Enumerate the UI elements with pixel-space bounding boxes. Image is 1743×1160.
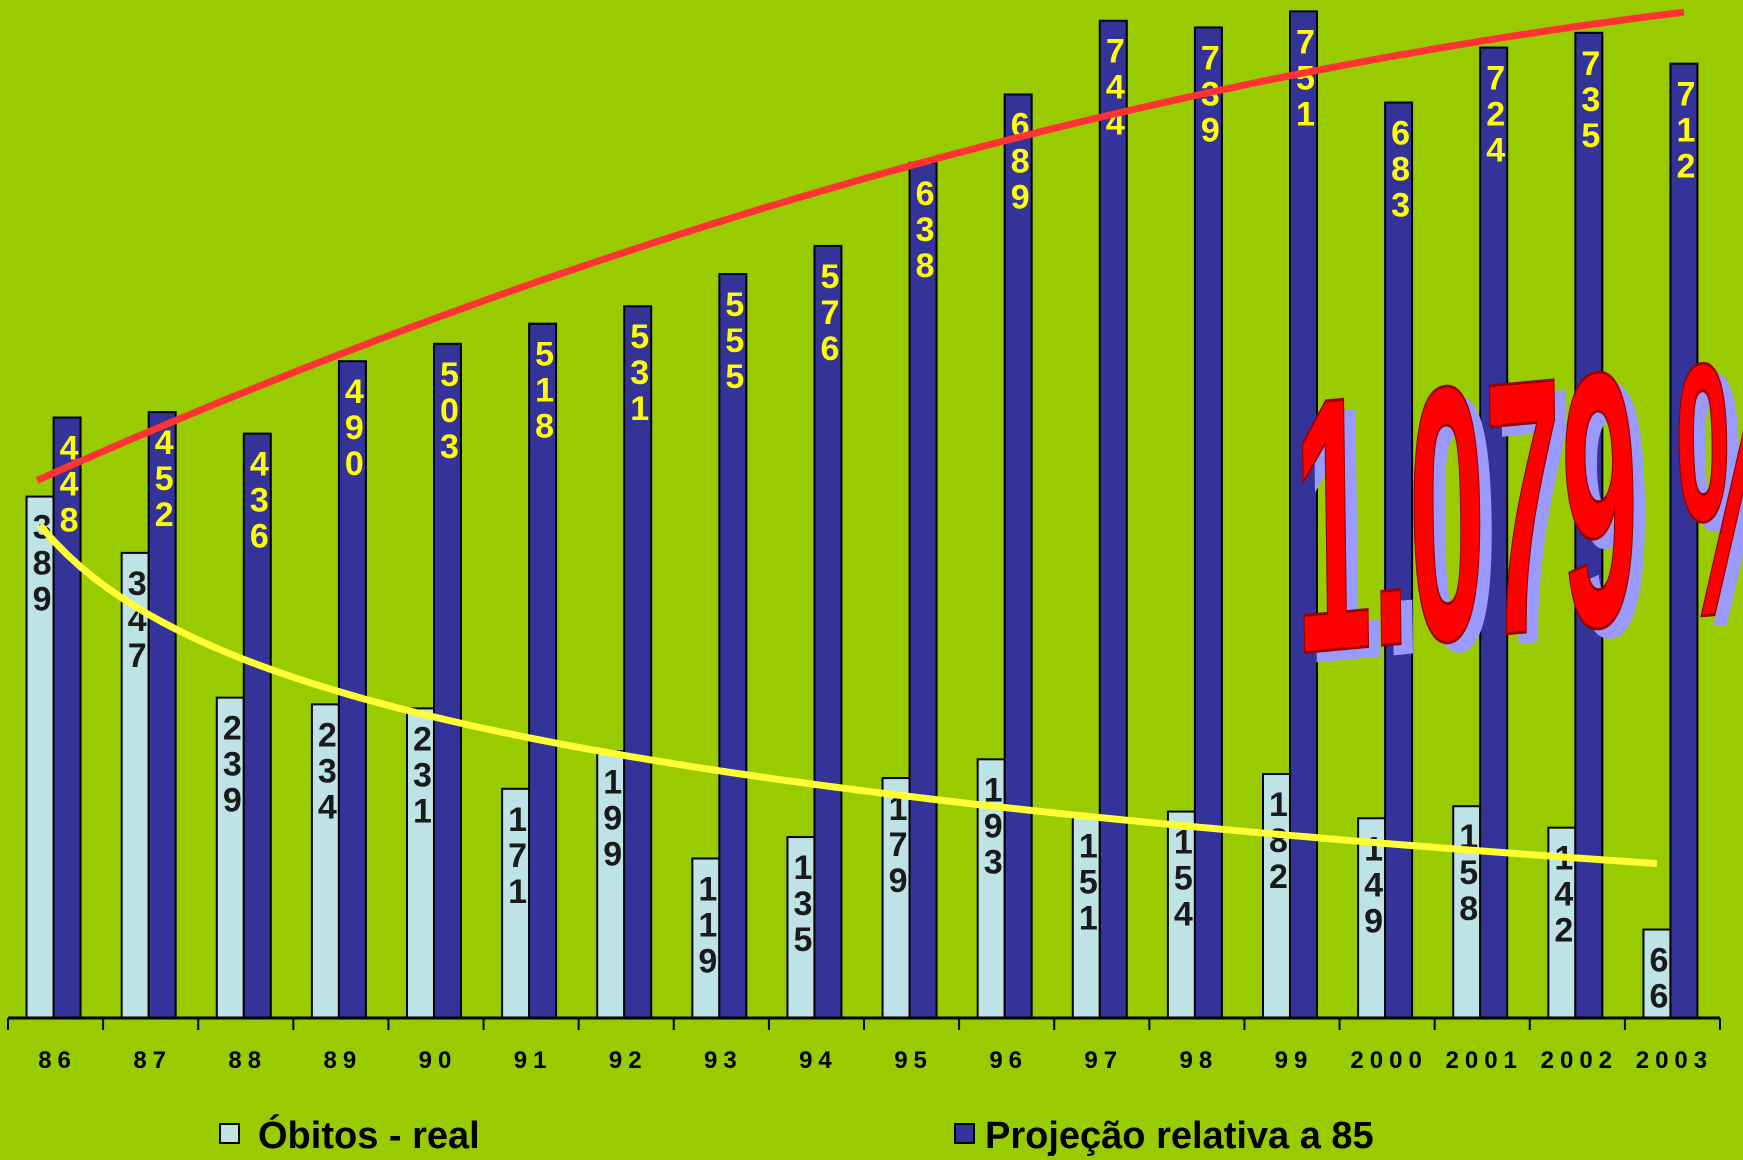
percentage-annotation-text: 1.079 % (1292, 280, 1743, 731)
bar-obitos-real (691, 857, 721, 1020)
legend-label-projecao: Projeção relativa a 85 (985, 1115, 1374, 1157)
x-tick-label: 87 (133, 1047, 172, 1074)
bar-projecao (1193, 26, 1223, 1020)
bar-obitos-real (1071, 814, 1101, 1019)
x-tick-label: 86 (38, 1047, 77, 1074)
bar-projecao (1003, 93, 1033, 1019)
bar-projecao (433, 342, 462, 1019)
x-tick-label: 95 (894, 1047, 933, 1074)
trendline-obitos-real (37, 523, 1658, 868)
trendlines-layer (35, 8, 1685, 868)
x-tick-label: 99 (1275, 1047, 1314, 1074)
legend-swatch-projecao (954, 1123, 975, 1144)
legend-swatch-obitos-real (219, 1123, 240, 1144)
x-tick-label: 90 (419, 1047, 458, 1074)
bar-projecao (1669, 62, 1699, 1019)
x-tick-label: 2002 (1541, 1047, 1618, 1074)
x-tick-label: 91 (514, 1047, 553, 1074)
bar-obitos-real (1357, 817, 1387, 1020)
bar-obitos-real (1642, 928, 1672, 1019)
bar-projecao (908, 161, 938, 1020)
x-tick-label: 89 (324, 1047, 363, 1074)
bar-projecao (528, 322, 558, 1019)
x-tick-label: 93 (704, 1047, 743, 1074)
x-tick-label: 92 (609, 1047, 648, 1074)
trendline-projecao (35, 8, 1685, 484)
x-tick-label: 97 (1084, 1047, 1123, 1074)
x-tick-label: 88 (228, 1047, 267, 1074)
bar-projecao (813, 244, 843, 1019)
x-tick-label: 2003 (1636, 1047, 1713, 1074)
x-tick-label: 2001 (1446, 1047, 1523, 1074)
x-tick-label: 98 (1180, 1047, 1219, 1074)
percentage-annotation-shadow: 1.079 % (1304, 290, 1743, 741)
bar-projecao (623, 305, 653, 1019)
bar-obitos-real (786, 836, 816, 1020)
bar-obitos-real (406, 707, 435, 1019)
x-tick-label: 94 (799, 1047, 838, 1074)
bar-projecao (1479, 46, 1509, 1020)
x-tick-label: 96 (989, 1047, 1028, 1074)
legend: Óbitos - real Projeção relativa a 85 (219, 1113, 1374, 1157)
bar-projecao (147, 411, 177, 1020)
x-tick-label: 2000 (1350, 1047, 1427, 1074)
legend-label-obitos-real: Óbitos - real (258, 1113, 480, 1157)
x-axis: 86 87 88 89 90 91 92 93 94 95 96 97 98 99 2000 2001 2002… (7, 1016, 1721, 1074)
percentage-annotation: 1.079 %1.079 % (1291, 279, 1743, 741)
bars-layer: 3 8 94 4 83 4 74 5 22 3 94 3 62 3 44 9 02 3 15 0 31 7 15 1 81 9 95… (25, 10, 1699, 1020)
bar-obitos-real (881, 777, 911, 1019)
bar-projecao (1098, 19, 1128, 1019)
